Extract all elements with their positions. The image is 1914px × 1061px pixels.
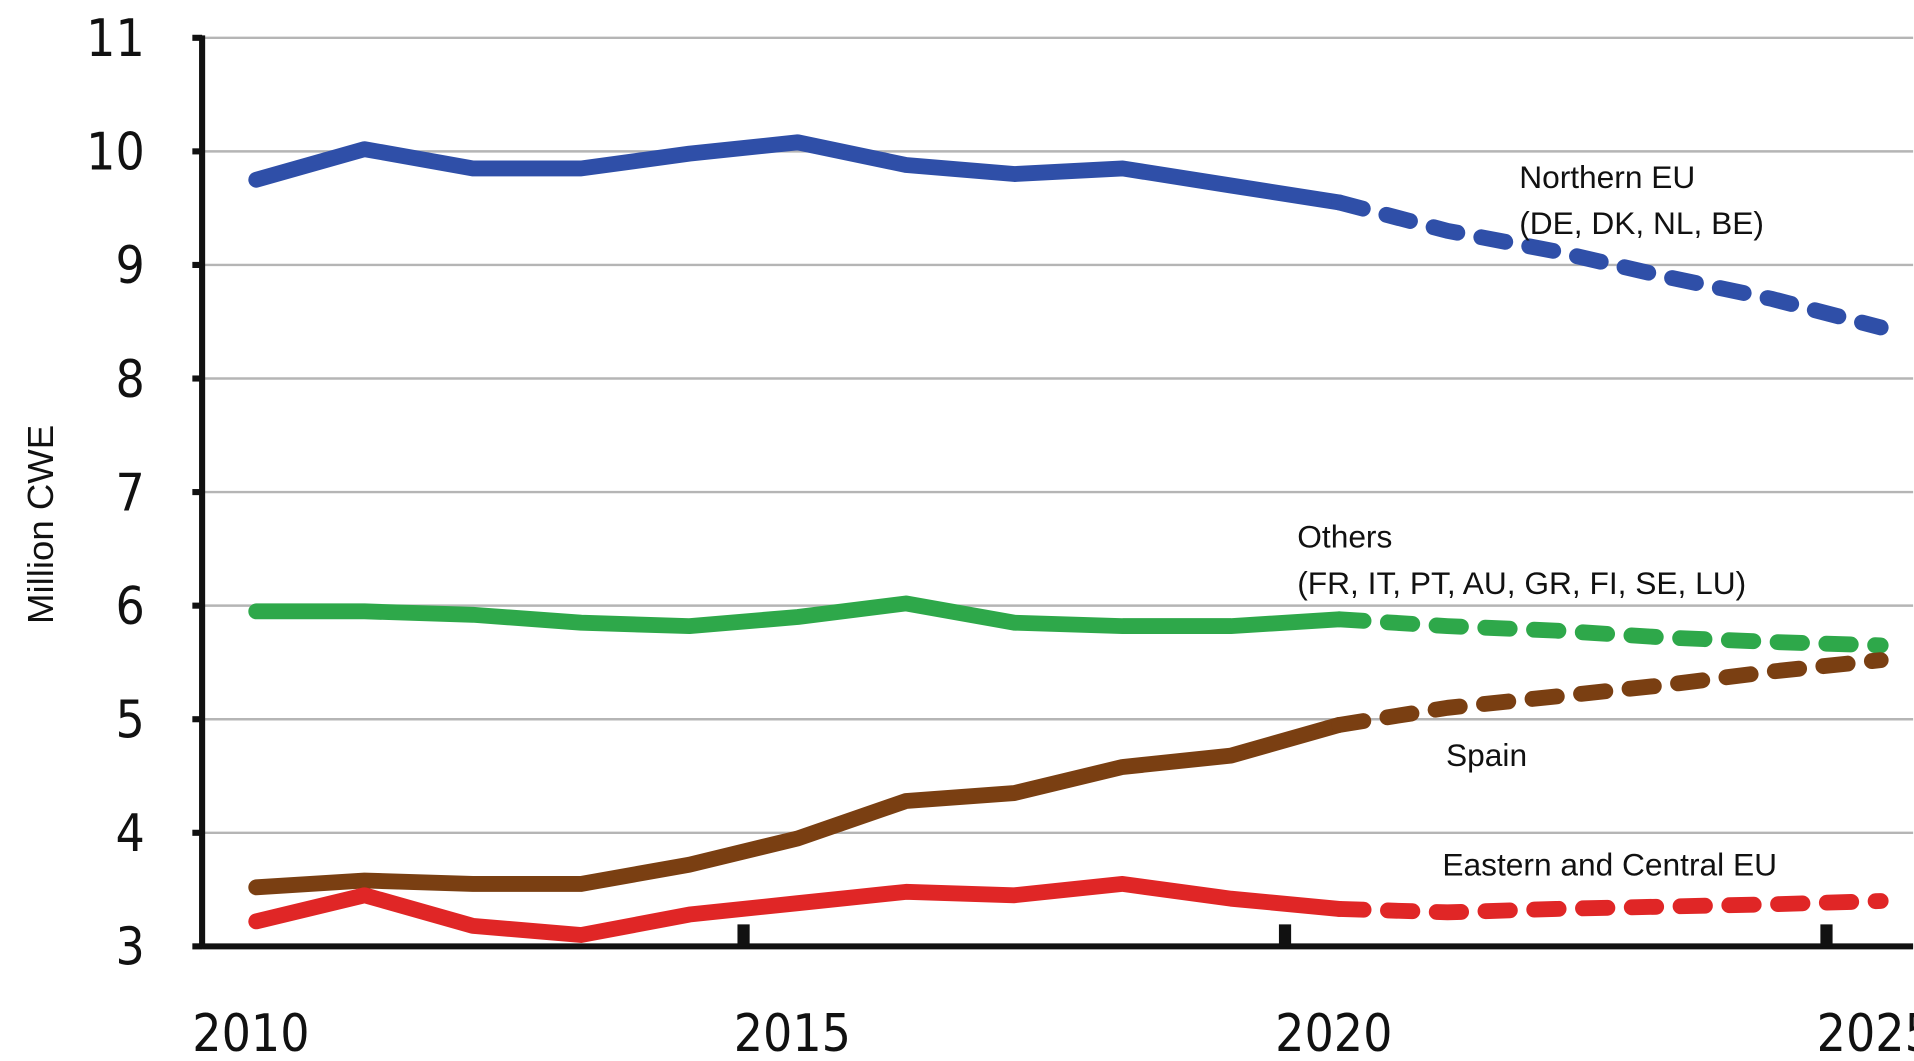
x-tick-label: 2020 xyxy=(1275,1004,1392,1061)
y-tick-label: 5 xyxy=(115,691,144,751)
y-tick-label: 10 xyxy=(86,123,145,183)
series-label: Others xyxy=(1297,519,1392,555)
series-line xyxy=(248,716,1348,896)
series-label: Eastern and Central EU xyxy=(1442,847,1777,883)
series-line xyxy=(248,595,1348,635)
y-tick-label: 8 xyxy=(115,350,144,410)
y-tick-label: 9 xyxy=(115,236,144,296)
x-tick-label: 2015 xyxy=(734,1004,851,1061)
x-tick-label: 2010 xyxy=(192,1004,309,1061)
series-line xyxy=(248,134,1348,211)
y-tick-label: 3 xyxy=(115,918,144,978)
x-tick-label: 2025 xyxy=(1817,1004,1914,1061)
y-tick-label: 6 xyxy=(115,577,144,637)
series-line-forecast xyxy=(1331,893,1889,921)
series-line-forecast xyxy=(1331,194,1889,336)
y-tick-label: 7 xyxy=(115,463,144,523)
series-line-forecast xyxy=(1331,611,1889,654)
series-label: Spain xyxy=(1446,737,1527,773)
series-note: (FR, IT, PT, AU, GR, FI, SE, LU) xyxy=(1297,565,1746,601)
y-tick-label: 11 xyxy=(86,9,145,69)
series-label: Northern EU xyxy=(1519,159,1695,195)
series-line xyxy=(248,875,1348,943)
series-line-forecast xyxy=(1331,652,1889,733)
y-axis-label: Million CWE xyxy=(20,425,61,624)
series-note: (DE, DK, NL, BE) xyxy=(1519,205,1764,241)
y-tick-label: 4 xyxy=(115,804,144,864)
